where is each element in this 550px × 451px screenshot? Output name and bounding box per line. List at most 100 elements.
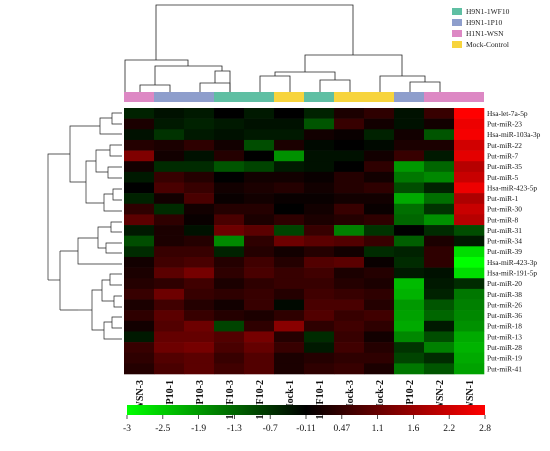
- heatmap-cell: [334, 235, 365, 247]
- heatmap-cell: [364, 171, 395, 183]
- heatmap-cell: [394, 320, 425, 332]
- heatmap-cell: [394, 214, 425, 226]
- heatmap-cell: [154, 150, 185, 162]
- group-bar-cell: [184, 92, 214, 102]
- heatmap-cell: [334, 267, 365, 279]
- color-scale-label: -3: [123, 424, 131, 434]
- heatmap-cell: [244, 310, 275, 322]
- heatmap-cell: [214, 352, 245, 364]
- row-label: Put-miR-18: [487, 322, 522, 331]
- row-label: Put-miR-34: [487, 237, 522, 246]
- heatmap-cell: [304, 150, 335, 162]
- heatmap-cell: [454, 267, 485, 279]
- heatmap-cell: [124, 288, 155, 300]
- row-label: Put-miR-35: [487, 162, 522, 171]
- heatmap-cell: [334, 278, 365, 290]
- heatmap-cell: [124, 129, 155, 141]
- heatmap-cell: [334, 256, 365, 268]
- heatmap-cell: [424, 278, 455, 290]
- color-scale-label: 1.6: [407, 424, 419, 434]
- heatmap-cell: [274, 182, 305, 194]
- heatmap-cell: [454, 278, 485, 290]
- heatmap-cell: [124, 320, 155, 332]
- color-scale-label: -0.7: [263, 424, 278, 434]
- heatmap-cell: [154, 203, 185, 215]
- heatmap-cell: [394, 267, 425, 279]
- column-label: 1P10-3: [195, 380, 206, 409]
- heatmap-cell: [364, 352, 395, 364]
- heatmap-cell: [334, 214, 365, 226]
- heatmap-cell: [364, 150, 395, 162]
- heatmap-cell: [184, 320, 215, 332]
- heatmap-cell: [334, 193, 365, 205]
- heatmap-cell: [454, 331, 485, 343]
- heatmap-cell: [394, 225, 425, 236]
- heatmap-cell: [364, 331, 395, 343]
- heatmap-cell: [304, 182, 335, 194]
- heatmap-cell: [424, 108, 455, 119]
- heatmap-cell: [334, 246, 365, 258]
- heatmap-cell: [274, 310, 305, 322]
- heatmap-cell: [184, 182, 215, 194]
- heatmap-cell: [274, 118, 305, 130]
- heatmap-cell: [454, 150, 485, 162]
- heatmap-cell: [364, 256, 395, 268]
- heatmap-cell: [214, 182, 245, 194]
- heatmap-cell: [364, 139, 395, 151]
- heatmap-cell: [334, 171, 365, 183]
- heatmap-cell: [244, 182, 275, 194]
- heatmap-cell: [124, 150, 155, 162]
- heatmap-cell: [364, 118, 395, 130]
- heatmap-cell: [394, 150, 425, 162]
- heatmap-cell: [274, 299, 305, 311]
- heatmap-cell: [124, 139, 155, 151]
- heatmap-cell: [364, 235, 395, 247]
- heatmap-cell: [184, 129, 215, 141]
- heatmap-cell: [154, 193, 185, 205]
- heatmap-cell: [214, 342, 245, 354]
- row-label: Hsa-miR-423-3p: [487, 258, 537, 267]
- heatmap-cell: [334, 331, 365, 343]
- heatmap-cell: [394, 278, 425, 290]
- row-label: Hsa-let-7a-5p: [487, 109, 528, 118]
- legend-swatch: [452, 19, 462, 26]
- heatmap-cell: [364, 203, 395, 215]
- heatmap-cell: [304, 310, 335, 322]
- heatmap-cell: [304, 235, 335, 247]
- heatmap-cell: [124, 342, 155, 354]
- heatmap-cell: [124, 331, 155, 343]
- heatmap-cell: [214, 288, 245, 300]
- heatmap-cell: [244, 363, 275, 375]
- heatmap-cell: [184, 150, 215, 162]
- heatmap-cell: [214, 267, 245, 279]
- heatmap-cell: [274, 214, 305, 226]
- group-bar-cell: [154, 92, 184, 102]
- heatmap-cell: [274, 267, 305, 279]
- heatmap-cell: [184, 299, 215, 311]
- column-label: WSN-1: [465, 380, 476, 411]
- row-label: Put-miR-39: [487, 247, 522, 256]
- heatmap-cell: [274, 256, 305, 268]
- color-scale-label: 1.1: [372, 424, 384, 434]
- heatmap-cell: [184, 256, 215, 268]
- heatmap-cell: [364, 267, 395, 279]
- heatmap-cell: [394, 161, 425, 173]
- heatmap-cell: [394, 139, 425, 151]
- heatmap-cell: [364, 182, 395, 194]
- heatmap-cell: [244, 203, 275, 215]
- group-bar-cell: [274, 92, 304, 102]
- heatmap-cell: [394, 342, 425, 354]
- heatmap-cell: [184, 118, 215, 130]
- row-label: Put-miR-38: [487, 290, 522, 299]
- heatmap-cell: [214, 161, 245, 173]
- heatmap-cell: [124, 182, 155, 194]
- heatmap-cell: [364, 129, 395, 141]
- heatmap-cell: [214, 363, 245, 375]
- heatmap-cell: [154, 214, 185, 226]
- heatmap-cell: [124, 267, 155, 279]
- heatmap-cell: [154, 246, 185, 258]
- row-label: Put-miR-30: [487, 205, 522, 214]
- heatmap-cell: [154, 171, 185, 183]
- heatmap-cell: [394, 331, 425, 343]
- heatmap-cell: [424, 299, 455, 311]
